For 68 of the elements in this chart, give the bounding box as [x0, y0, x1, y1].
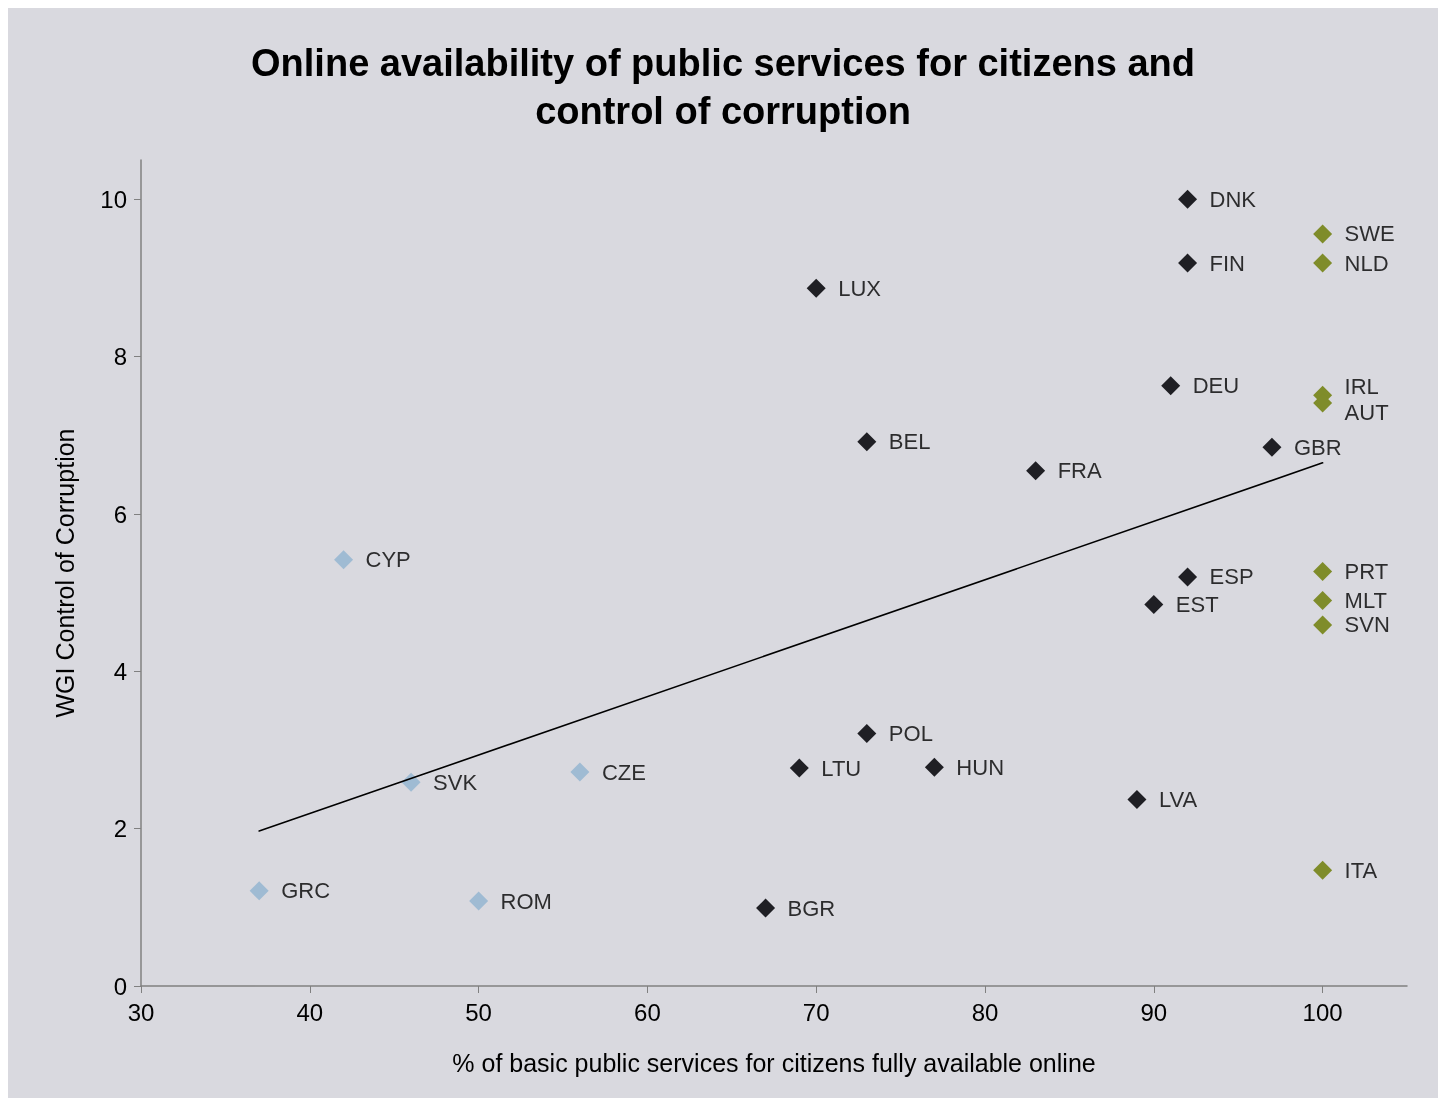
point: [806, 278, 826, 298]
point: [570, 762, 590, 782]
point: [789, 758, 809, 778]
point: [1313, 224, 1333, 244]
point: [249, 881, 269, 901]
annotation: SWE: [1344, 221, 1395, 247]
annotation: SVN: [1344, 612, 1390, 638]
annotation: SVK: [433, 769, 478, 795]
point: [1313, 253, 1333, 273]
annotation: CYP: [365, 547, 411, 573]
annotation: FIN: [1209, 250, 1246, 276]
annotation: GBR: [1293, 434, 1342, 460]
x-tick-label: 70: [802, 998, 830, 1026]
annotation: LTU: [821, 755, 862, 781]
annotation: DEU: [1192, 373, 1240, 399]
annotation: PRT: [1344, 558, 1389, 584]
point: [857, 432, 877, 452]
point: [334, 550, 354, 570]
point: [1178, 253, 1198, 273]
point: [924, 757, 944, 777]
annotation: ESP: [1209, 564, 1254, 590]
annotation: CZE: [601, 759, 646, 785]
point: [1313, 615, 1333, 635]
point: [1313, 591, 1333, 611]
annotation: ROM: [500, 888, 552, 914]
y-tick-label: 0: [113, 972, 127, 1000]
chart-title: Online availability of public services for citizens and control of corruption: [251, 42, 1195, 132]
point: [1178, 567, 1198, 587]
annotation: POL: [888, 720, 933, 746]
annotation: BGR: [787, 895, 836, 921]
point: [1313, 860, 1333, 880]
point: [1127, 790, 1147, 810]
annotation: EST: [1175, 591, 1219, 617]
point: [756, 898, 776, 918]
point: [1313, 561, 1333, 581]
annotation: MLT: [1344, 588, 1387, 614]
annotation: LUX: [838, 275, 882, 301]
annotation: NLD: [1344, 250, 1389, 276]
point: [1144, 594, 1164, 614]
y-tick-label: 8: [113, 343, 127, 371]
x-tick-label: 30: [127, 998, 155, 1026]
point: [1262, 437, 1282, 457]
annotation: GRC: [281, 878, 331, 904]
annotation: BEL: [888, 429, 931, 455]
x-tick-label: 60: [634, 998, 661, 1026]
x-tick-label: 80: [971, 998, 999, 1026]
annotation: FRA: [1057, 458, 1102, 484]
point: [857, 723, 877, 743]
point: [1026, 461, 1046, 481]
x-tick-label: 90: [1140, 998, 1168, 1026]
annotation: LVA: [1158, 787, 1198, 813]
annotation: DNK: [1209, 186, 1257, 212]
annotation: AUT: [1344, 399, 1389, 425]
point: [1178, 189, 1198, 209]
y-tick-label: 2: [113, 815, 127, 843]
point: [1161, 376, 1181, 396]
x-tick-label: 100: [1302, 998, 1343, 1026]
y-tick-label: 4: [113, 657, 127, 685]
y-tick-label: 6: [113, 500, 127, 528]
x-tick-label: 40: [296, 998, 324, 1026]
y-axis-title: WGI Control of Corruption: [50, 428, 79, 718]
point: [469, 891, 489, 911]
annotation: IRL: [1344, 373, 1379, 399]
x-axis-title: % of basic public services for citizens fully available online: [452, 1048, 1096, 1077]
annotation: HUN: [956, 754, 1005, 780]
y-tick-label: 10: [100, 185, 127, 213]
x-tick-label: 50: [465, 998, 492, 1026]
annotation: ITA: [1344, 857, 1378, 883]
